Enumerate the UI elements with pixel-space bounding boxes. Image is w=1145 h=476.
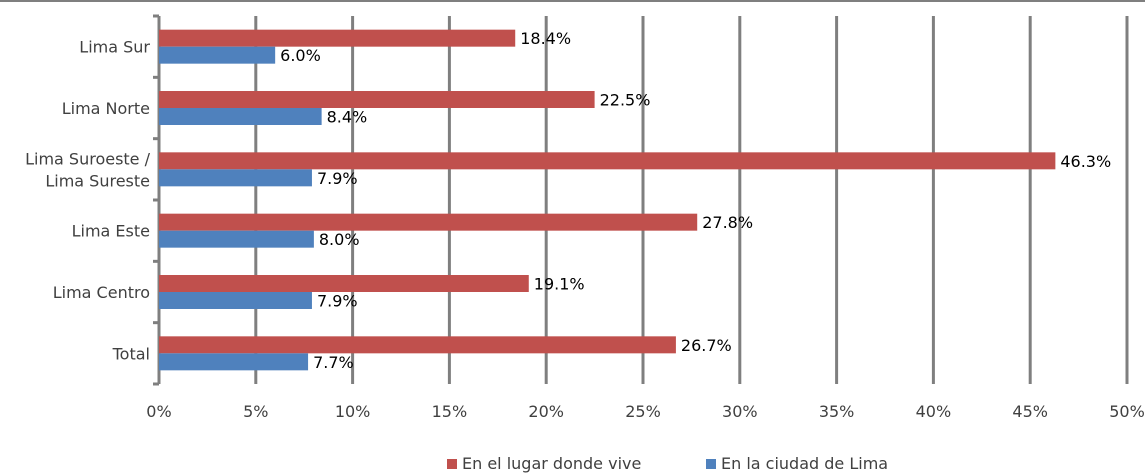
legend-swatch	[706, 459, 716, 469]
x-tick-label: 20%	[528, 402, 564, 421]
bars	[159, 29, 1056, 371]
legend: En el lugar donde vive En la ciudad de Li…	[447, 454, 888, 473]
data-label: 46.3%	[1060, 152, 1111, 171]
bar	[159, 29, 516, 47]
x-tick-label: 40%	[916, 402, 952, 421]
x-tick-label: 5%	[243, 402, 268, 421]
bar	[159, 152, 1056, 170]
data-label: 26.7%	[681, 336, 732, 355]
x-tick-label: 45%	[1012, 402, 1048, 421]
x-tick-label: 0%	[146, 402, 171, 421]
x-tick-label: 25%	[625, 402, 661, 421]
data-label: 18.4%	[520, 29, 571, 48]
bar	[159, 230, 314, 248]
data-label: 7.9%	[317, 169, 358, 188]
x-tick-label: 50%	[1109, 402, 1145, 421]
data-label: 27.8%	[702, 213, 753, 232]
data-label: 6.0%	[280, 46, 321, 65]
data-label: 7.9%	[317, 292, 358, 311]
category-label: Lima Norte	[62, 99, 150, 118]
legend-label: En el lugar donde vive	[462, 454, 641, 473]
category-label: Total	[112, 344, 150, 363]
category-label: Lima Este	[72, 222, 150, 241]
category-label: Lima Suroeste / Lima Sureste	[25, 149, 151, 190]
bar	[159, 275, 529, 292]
legend-swatch	[447, 459, 457, 469]
axes	[153, 14, 161, 386]
data-label: 8.0%	[319, 230, 360, 249]
bar	[159, 353, 309, 371]
legend-label: En la ciudad de Lima	[721, 454, 888, 473]
data-label: 7.7%	[313, 353, 354, 372]
bar	[159, 169, 312, 187]
bar	[159, 46, 276, 64]
data-label: 19.1%	[534, 275, 585, 294]
x-tick-label: 15%	[432, 402, 468, 421]
gridlines	[254, 16, 1129, 384]
labels: 0% 5% 10% 15% 20% 25% 30% 35% 40% 45% 50% Lima Sur L…	[25, 29, 1145, 421]
bar	[159, 213, 698, 231]
bar	[159, 292, 312, 309]
category-label: Lima Centro	[53, 283, 150, 302]
category-label: Lima Sur	[79, 38, 150, 57]
x-tick-label: 35%	[819, 402, 855, 421]
x-tick-label: 30%	[722, 402, 758, 421]
data-label: 22.5%	[600, 91, 651, 110]
x-tick-label: 10%	[335, 402, 371, 421]
bar	[159, 108, 322, 125]
data-label: 8.4%	[327, 108, 368, 127]
bar	[159, 91, 595, 108]
bar	[159, 336, 676, 354]
